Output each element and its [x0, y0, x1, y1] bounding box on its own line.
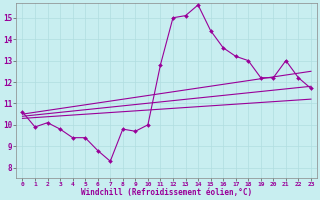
X-axis label: Windchill (Refroidissement éolien,°C): Windchill (Refroidissement éolien,°C) — [81, 188, 252, 197]
